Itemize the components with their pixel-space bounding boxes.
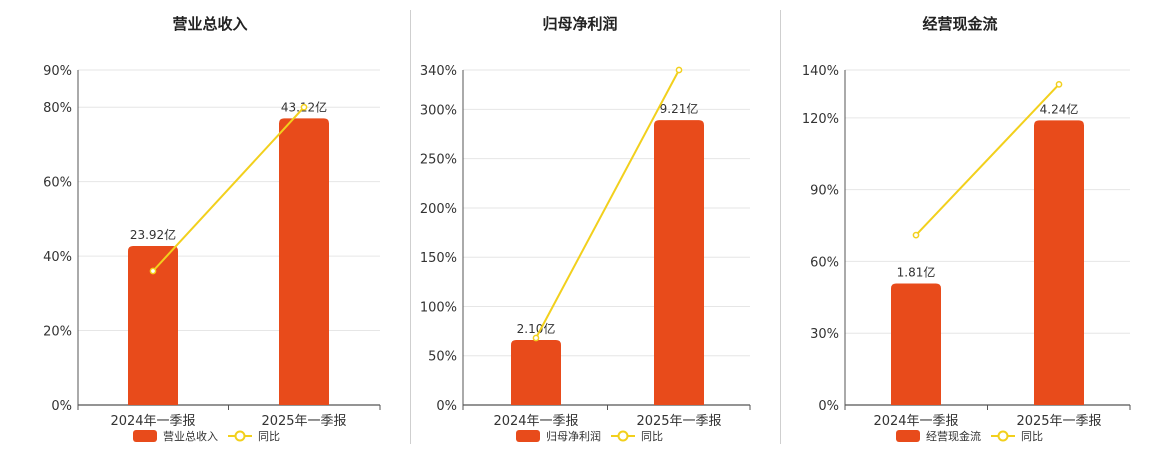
chart3-title: 经营现金流 <box>922 15 997 33</box>
chart1-category-label: 2024年一季报 <box>110 414 195 429</box>
chart3-category-label: 2025年一季报 <box>1016 414 1101 429</box>
chart2-y-tick-label: 50% <box>428 350 457 365</box>
chart1-y-tick-label: 80% <box>43 101 72 116</box>
chart3-y-tick-label: 60% <box>810 255 839 270</box>
chart1-bar-data-label: 23.92亿 <box>130 227 176 242</box>
chart2-y-tick-label: 0% <box>436 399 457 414</box>
chart1-y-tick-label: 20% <box>43 325 72 340</box>
chart1-legend-bar-label: 营业总收入 <box>163 429 218 443</box>
chart2-title: 归母净利润 <box>542 15 617 33</box>
chart2-line-point <box>532 334 540 342</box>
chart1-legend-line-marker <box>234 430 246 442</box>
chart1-y-tick-label: 0% <box>51 399 72 414</box>
chart3-bar <box>891 283 941 405</box>
chart2-legend-bar-swatch <box>516 430 540 442</box>
chart3-y-tick-label: 140% <box>802 64 839 79</box>
chart2-bar <box>511 340 561 405</box>
panel-divider-2 <box>780 10 781 444</box>
chart3-bar <box>1034 120 1084 405</box>
chart1-title: 营业总收入 <box>172 15 247 33</box>
chart3-line-point <box>912 231 920 239</box>
chart2-line-point <box>675 66 683 74</box>
chart1-legend-line-label: 同比 <box>258 430 280 443</box>
chart2-y-tick-label: 340% <box>420 64 457 79</box>
chart1-bar <box>128 246 178 405</box>
chart1-legend-bar-swatch <box>133 430 157 442</box>
chart2-bar-data-label: 9.21亿 <box>660 101 699 116</box>
panel-divider-1 <box>410 10 411 444</box>
chart1-y-tick-label: 40% <box>43 250 72 265</box>
chart3-y-tick-label: 0% <box>818 399 839 414</box>
chart3-y-tick-label: 90% <box>810 184 839 199</box>
chart3-bar-data-label: 1.81亿 <box>897 264 936 279</box>
chart3-legend-line-marker <box>997 430 1009 442</box>
chart1-line-point <box>149 267 157 275</box>
chart3-legend-bar-swatch <box>896 430 920 442</box>
chart2-y-tick-label: 150% <box>420 251 457 266</box>
chart1-y-tick-label: 60% <box>43 176 72 191</box>
chart2-y-tick-label: 200% <box>420 202 457 217</box>
chart2-line-series <box>535 69 680 339</box>
chart3-line-point <box>1055 81 1063 88</box>
chart3-category-label: 2024年一季报 <box>873 414 958 429</box>
chart2-bar-data-label: 2.10亿 <box>517 321 556 336</box>
chart1-y-tick-label: 90% <box>43 64 72 79</box>
chart2-legend-line-label: 同比 <box>641 430 663 443</box>
chart2-y-tick-label: 100% <box>420 300 457 315</box>
chart3-legend-line-label: 同比 <box>1021 430 1043 443</box>
chart2-y-tick-label: 300% <box>420 103 457 118</box>
chart3-bar-data-label: 4.24亿 <box>1040 101 1079 116</box>
chart3-y-tick-label: 120% <box>802 112 839 127</box>
chart1-line-point <box>300 103 308 111</box>
chart3-y-tick-label: 30% <box>810 327 839 342</box>
chart2-bar <box>654 120 704 405</box>
chart2-legend-line-marker <box>617 430 629 442</box>
chart2-category-label: 2024年一季报 <box>493 414 578 429</box>
chart2-y-tick-label: 250% <box>420 153 457 168</box>
chart2-legend-bar-label: 归母净利润 <box>546 429 601 443</box>
chart1-bar <box>279 118 329 405</box>
chart1-category-label: 2025年一季报 <box>261 414 346 429</box>
chart3-legend-bar-label: 经营现金流 <box>926 429 981 443</box>
chart1-line-series <box>152 106 305 272</box>
chart2-category-label: 2025年一季报 <box>636 414 721 429</box>
chart3-line-series <box>915 83 1060 236</box>
